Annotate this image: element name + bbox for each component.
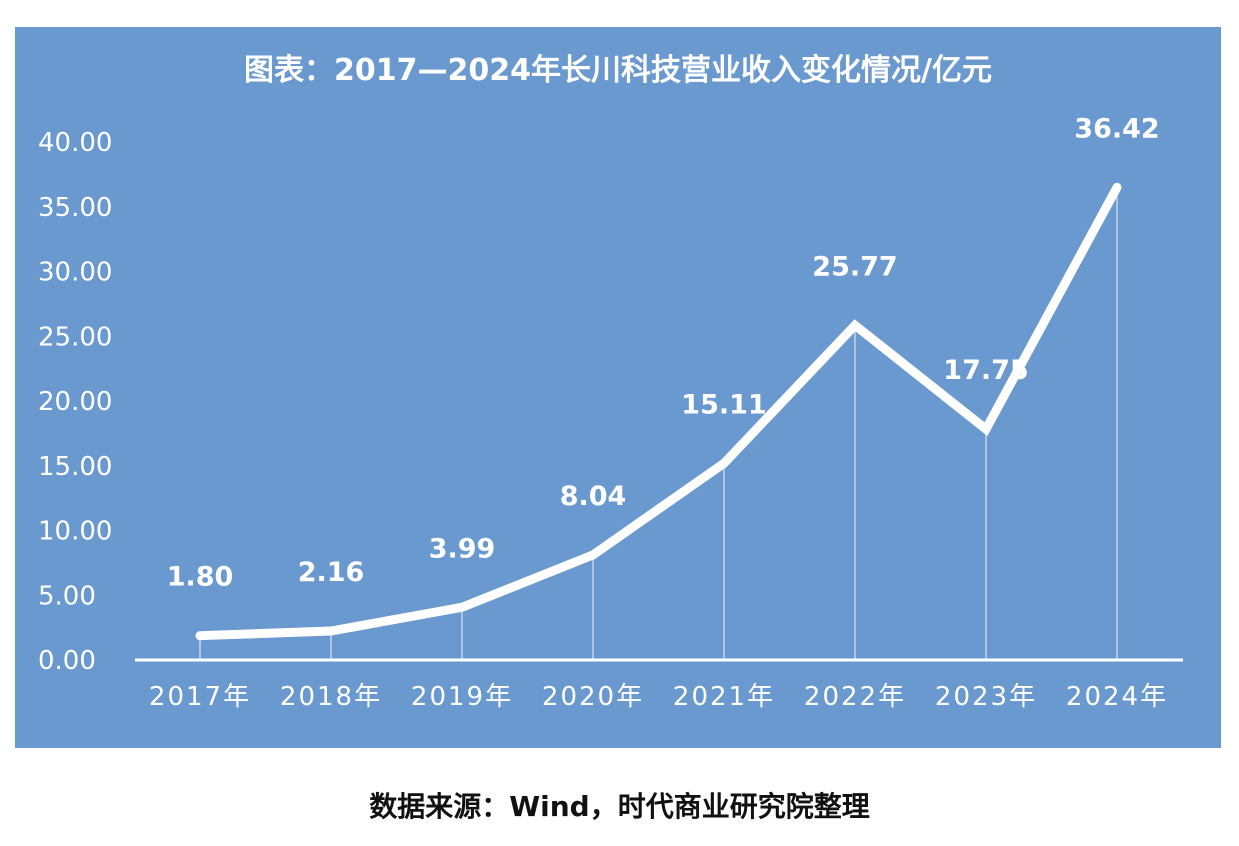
data-label: 15.11: [681, 389, 766, 420]
x-tick-label: 2024年: [1066, 682, 1168, 712]
y-tick-label: 20.00: [38, 387, 112, 417]
x-tick-label: 2018年: [280, 682, 382, 712]
data-label: 2.16: [298, 557, 365, 588]
y-tick-label: 30.00: [38, 258, 112, 288]
source-note: 数据来源：Wind，时代商业研究院整理: [369, 790, 870, 823]
y-tick-label: 35.00: [38, 193, 112, 223]
data-label: 1.80: [167, 562, 234, 593]
y-tick-label: 0.00: [38, 646, 96, 676]
chart-panel: [15, 27, 1221, 748]
y-tick-label: 10.00: [38, 517, 112, 547]
series-line: [195, 182, 1122, 641]
data-label: 25.77: [812, 251, 897, 282]
data-label: 3.99: [429, 533, 496, 564]
y-tick-label: 40.00: [38, 128, 112, 158]
y-tick-label: 25.00: [38, 322, 112, 352]
x-tick-label: 2021年: [673, 682, 775, 712]
data-label: 8.04: [560, 481, 627, 512]
x-tick-label: 2017年: [149, 682, 251, 712]
x-tick-label: 2019年: [411, 682, 513, 712]
y-tick-label: 15.00: [38, 452, 112, 482]
chart-title: 图表：2017—2024年长川科技营业收入变化情况/亿元: [244, 53, 992, 88]
x-tick-label: 2023年: [935, 682, 1037, 712]
data-label: 36.42: [1074, 113, 1159, 144]
x-tick-label: 2020年: [542, 682, 644, 712]
data-label: 17.75: [943, 355, 1028, 386]
y-tick-label: 5.00: [38, 581, 96, 611]
x-tick-label: 2022年: [804, 682, 906, 712]
